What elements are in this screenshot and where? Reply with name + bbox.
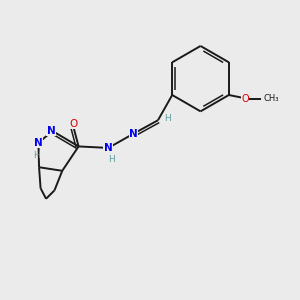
- Text: N: N: [34, 138, 43, 148]
- Text: H: H: [164, 114, 171, 123]
- Text: CH₃: CH₃: [264, 94, 279, 103]
- Text: N: N: [46, 126, 55, 136]
- Text: H: H: [34, 151, 40, 160]
- Text: O: O: [242, 94, 249, 103]
- Text: N: N: [104, 143, 113, 153]
- Text: N: N: [129, 129, 138, 139]
- Text: O: O: [69, 119, 77, 129]
- Text: H: H: [108, 155, 115, 164]
